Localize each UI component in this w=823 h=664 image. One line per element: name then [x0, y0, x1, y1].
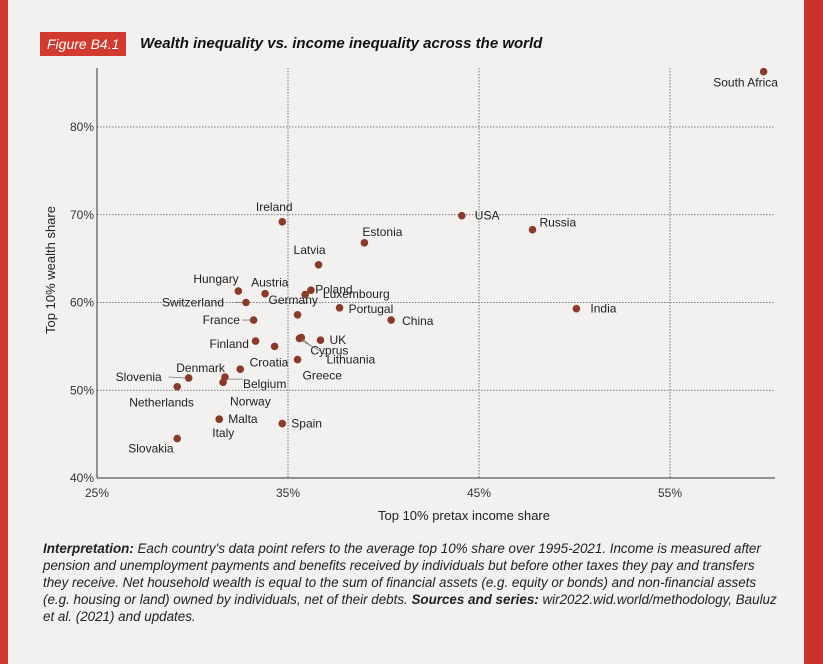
point-poland: [301, 290, 309, 299]
point-germany: [293, 310, 302, 319]
point-france: [249, 316, 258, 324]
point-label: Denmark: [176, 361, 226, 375]
right-accent-bar: [804, 0, 823, 664]
figure-panel: [8, 0, 804, 664]
point-italy: [215, 415, 224, 424]
point-slovenia: [184, 374, 193, 382]
point-russia: [528, 225, 537, 234]
point-label: Cyprus: [310, 344, 348, 358]
sources-label: Sources and series:: [407, 592, 539, 607]
point-label: Norway: [230, 394, 271, 408]
point-label: Austria: [251, 276, 289, 290]
point-label: Switzerland: [162, 296, 224, 310]
point-austria: [261, 289, 269, 298]
interpretation-label: Interpretation:: [43, 541, 134, 556]
point-estonia: [360, 239, 369, 247]
point-hungary: [234, 287, 243, 295]
point-label: Netherlands: [129, 396, 194, 410]
point-label: Poland: [315, 283, 352, 297]
x-axis-label: Top 10% pretax income share: [378, 508, 550, 523]
point-label: France: [203, 313, 241, 327]
x-tick-label: 45%: [467, 486, 491, 500]
point-label: Greece: [303, 369, 343, 383]
point-label: UK: [329, 333, 346, 347]
y-tick-label: 80%: [70, 120, 94, 134]
point-label: South Africa: [713, 76, 778, 90]
point-label: Slovakia: [128, 442, 174, 456]
point-label: Ireland: [256, 200, 293, 214]
x-tick-label: 25%: [85, 486, 109, 500]
point-norway: [219, 378, 227, 387]
figure-title: Wealth inequality vs. income inequality …: [140, 35, 543, 52]
point-label: Malta: [228, 412, 258, 426]
interpretation-text: Each country's data point refers to the …: [43, 541, 761, 607]
y-tick-label: 40%: [70, 471, 94, 485]
point-label: Germany: [269, 293, 318, 307]
point-label: China: [402, 314, 434, 328]
point-spain: [278, 419, 287, 428]
point-label: Finland: [210, 337, 249, 351]
point-label: Luxembourg: [323, 287, 390, 301]
point-label: Portugal: [349, 302, 394, 316]
point-label: Belgium: [243, 377, 286, 391]
leader-line: [168, 376, 186, 379]
point-portugal: [335, 303, 344, 312]
point-uk: [316, 336, 325, 345]
point-south-africa: [759, 67, 768, 76]
point-finland: [251, 337, 260, 345]
point-label: India: [590, 302, 616, 316]
y-tick-label: 50%: [70, 383, 94, 397]
y-axis-label: Top 10% wealth share: [43, 206, 58, 334]
y-tick-label: 60%: [70, 296, 94, 310]
point-china: [387, 316, 395, 324]
point-label: Latvia: [294, 243, 326, 257]
point-india: [572, 304, 581, 313]
leader-line: [301, 340, 327, 355]
point-denmark: [236, 365, 245, 373]
point-label: Croatia: [250, 355, 289, 369]
x-tick-label: 55%: [658, 486, 682, 500]
point-label: Spain: [291, 417, 322, 431]
point-usa: [458, 211, 466, 220]
point-label: Hungary: [193, 272, 238, 286]
point-netherlands: [173, 382, 182, 391]
point-latvia: [314, 260, 323, 269]
figure-caption: Interpretation: Each country's data poin…: [43, 540, 783, 625]
point-slovakia: [173, 434, 182, 443]
point-label: USA: [475, 209, 500, 223]
point-greece: [293, 355, 302, 364]
point-ireland: [278, 217, 287, 226]
point-label: Lithuania: [326, 352, 375, 366]
point-label: Slovenia: [116, 370, 162, 384]
point-croatia: [270, 342, 279, 351]
point-label: Estonia: [362, 225, 402, 239]
point-switzerland: [242, 298, 250, 307]
x-tick-label: 35%: [276, 486, 300, 500]
point-lithuania: [295, 334, 304, 343]
figure-label: Figure B4.1: [40, 32, 127, 56]
point-luxembourg: [307, 286, 315, 295]
point-label: Russia: [539, 216, 576, 230]
sources-text: wir2022.wid.world/methodology, Bauluz et…: [43, 592, 777, 624]
left-accent-bar: [0, 0, 8, 664]
point-label: Italy: [212, 426, 234, 440]
y-tick-label: 70%: [70, 208, 94, 222]
